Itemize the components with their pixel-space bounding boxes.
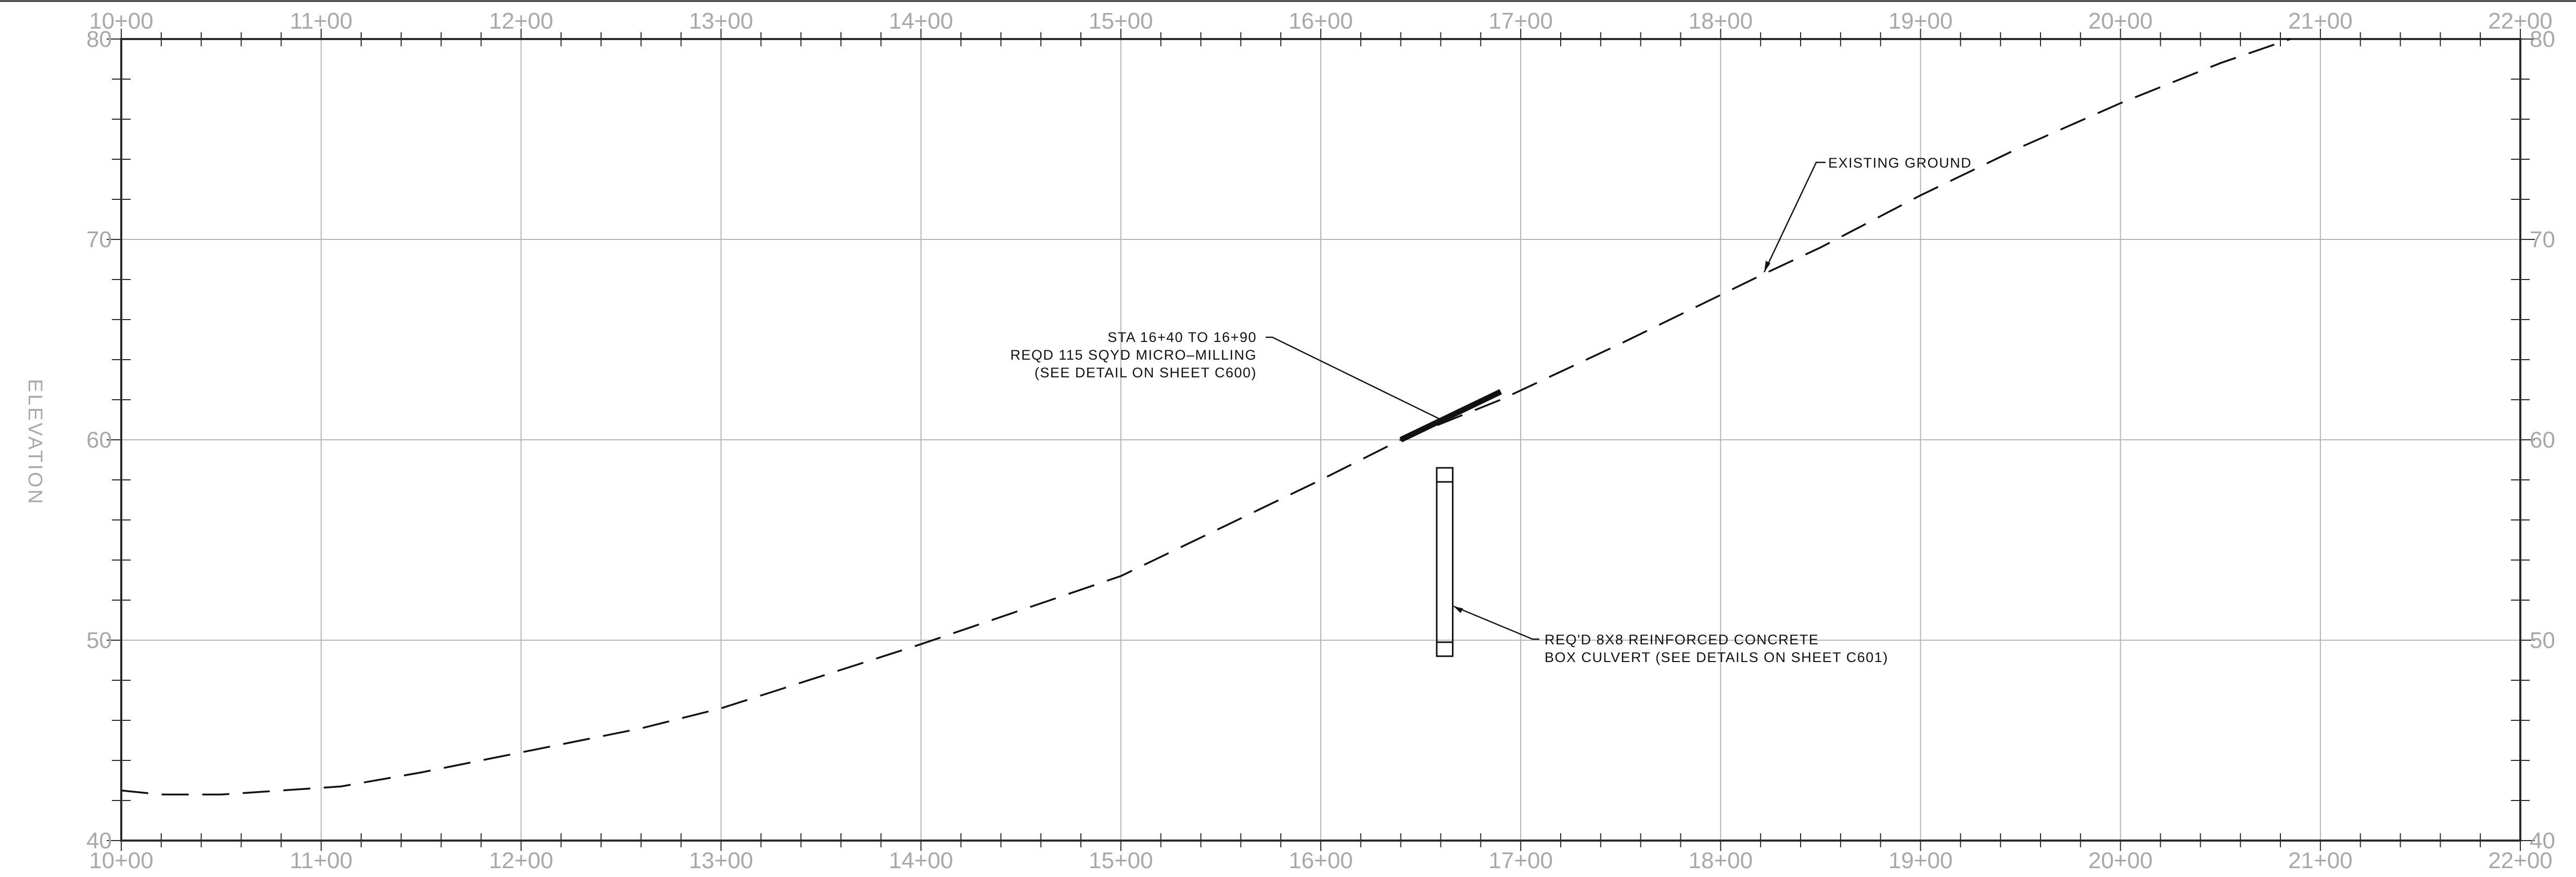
box-culvert-leader bbox=[1453, 605, 1539, 640]
station-label: 21+00 bbox=[2288, 848, 2353, 873]
station-label: 17+00 bbox=[1488, 848, 1553, 873]
station-label: 18+00 bbox=[1689, 8, 1753, 34]
elevation-label: 50 bbox=[86, 628, 112, 653]
station-label: 11+00 bbox=[290, 848, 352, 873]
station-label: 17+00 bbox=[1488, 8, 1553, 34]
axis-ticks bbox=[107, 29, 2535, 851]
elevation-labels-left: 80 70 60 50 40 bbox=[86, 27, 112, 854]
station-label: 18+00 bbox=[1689, 848, 1753, 873]
box-culvert-leader-line bbox=[1453, 605, 1539, 640]
micro-milling-note: STA 16+40 TO 16+90 REQD 115 SQYD MICRO–M… bbox=[1010, 329, 1257, 380]
micro-milling-note-line: REQD 115 SQYD MICRO–MILLING bbox=[1010, 347, 1257, 363]
station-label: 16+00 bbox=[1289, 848, 1353, 873]
station-label: 21+00 bbox=[2288, 8, 2353, 34]
elevation-labels-right: 80 70 60 50 40 bbox=[2530, 27, 2555, 854]
station-label: 14+00 bbox=[889, 8, 953, 34]
station-labels-top: 10+00 11+00 12+00 13+00 14+00 15+00 16+00 17+00… bbox=[89, 8, 2553, 34]
existing-ground-leader-arrowhead bbox=[1764, 261, 1770, 272]
existing-ground-leader bbox=[1763, 161, 1826, 273]
elevation-label: 70 bbox=[2530, 227, 2555, 252]
elevation-label: 70 bbox=[86, 227, 112, 252]
elevation-label: 40 bbox=[86, 828, 112, 854]
station-label: 20+00 bbox=[2088, 8, 2153, 34]
station-label: 14+00 bbox=[889, 848, 953, 873]
box-culvert-note-line: BOX CULVERT (SEE DETAILS ON SHEET C601) bbox=[1545, 650, 1889, 665]
elevation-label: 50 bbox=[2530, 628, 2555, 653]
station-label: 19+00 bbox=[1889, 848, 1953, 873]
micro-milling-note-line: STA 16+40 TO 16+90 bbox=[1107, 329, 1257, 345]
station-label: 19+00 bbox=[1889, 8, 1953, 34]
station-label: 22+00 bbox=[2488, 8, 2553, 34]
station-label: 13+00 bbox=[689, 8, 754, 34]
elevation-label: 60 bbox=[2530, 427, 2555, 453]
box-culvert-leader-arrowhead bbox=[1453, 606, 1463, 613]
micro-milling-note-line: (SEE DETAIL ON SHEET C600) bbox=[1035, 365, 1257, 380]
station-label: 20+00 bbox=[2088, 848, 2153, 873]
station-label: 12+00 bbox=[489, 848, 554, 873]
existing-ground-leader-line bbox=[1763, 161, 1826, 273]
elevation-label: 40 bbox=[2530, 828, 2555, 854]
box-culvert-note: REQ'D 8X8 REINFORCED CONCRETE BOX CULVER… bbox=[1545, 632, 1889, 665]
micro-milling-segment bbox=[1399, 389, 1502, 442]
box-culvert-section bbox=[1436, 467, 1454, 657]
station-label: 15+00 bbox=[1089, 848, 1153, 873]
box-culvert-outer-wall bbox=[1436, 467, 1454, 657]
grid-lines bbox=[0, 0, 2576, 841]
existing-ground-label: EXISTING GROUND bbox=[1828, 155, 1972, 171]
station-label: 22+00 bbox=[2488, 848, 2553, 873]
station-label: 15+00 bbox=[1089, 8, 1153, 34]
station-label: 10+00 bbox=[89, 848, 154, 873]
elevation-label: 80 bbox=[86, 27, 112, 52]
existing-ground-profile-line bbox=[121, 38, 2291, 796]
plot-frame bbox=[120, 38, 2521, 842]
station-label: 12+00 bbox=[489, 8, 554, 34]
micro-milling-leader bbox=[1266, 336, 1442, 421]
station-label: 13+00 bbox=[689, 848, 754, 873]
elevation-label: 80 bbox=[2530, 27, 2555, 52]
station-label: 11+00 bbox=[290, 8, 352, 34]
station-label: 10+00 bbox=[89, 8, 154, 34]
elevation-axis-label: ELEVATION bbox=[24, 379, 46, 506]
micro-milling-leader-line bbox=[1266, 336, 1442, 421]
box-culvert-note-line: REQ'D 8X8 REINFORCED CONCRETE bbox=[1545, 632, 1819, 647]
elevation-label: 60 bbox=[86, 427, 112, 453]
station-label: 16+00 bbox=[1289, 8, 1353, 34]
station-labels-bottom: 10+00 11+00 12+00 13+00 14+00 15+00 16+00 17+00… bbox=[89, 848, 2553, 873]
